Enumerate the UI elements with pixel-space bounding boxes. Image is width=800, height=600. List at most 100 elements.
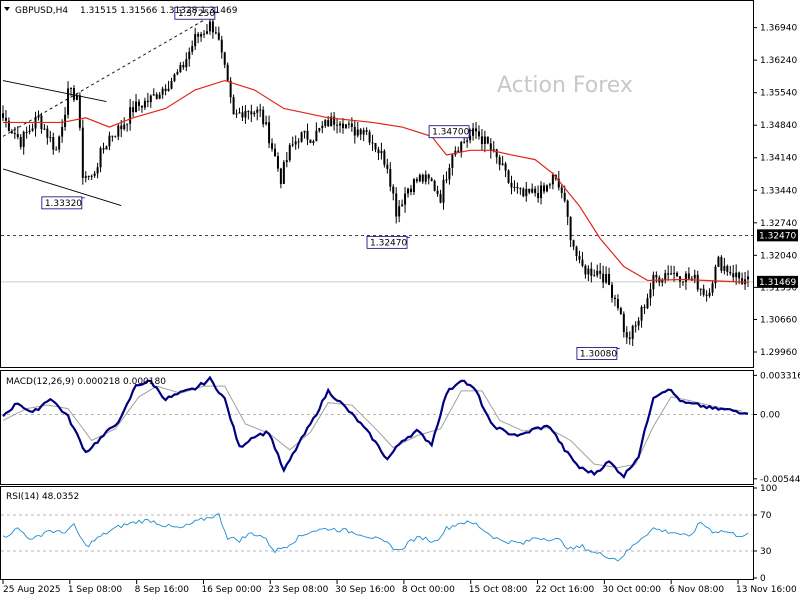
candle-body [235, 113, 238, 115]
hline-price-tag [757, 229, 798, 242]
x-tick-label: 6 Nov 08:00 [669, 585, 724, 595]
candle-body [448, 167, 451, 180]
candle-body [747, 276, 749, 280]
candle-body [525, 188, 528, 197]
candle-body [578, 256, 581, 260]
candle-body [714, 266, 717, 284]
candle-body [55, 149, 58, 151]
candle-body [507, 170, 510, 183]
candle-body [135, 101, 138, 113]
candle-body [404, 193, 407, 205]
candle-body [436, 190, 439, 195]
candle-body [226, 64, 229, 81]
rsi-layer [1, 512, 753, 562]
candle-body [741, 278, 744, 285]
candle-body [451, 154, 454, 168]
candle-body [424, 174, 427, 182]
candle-body [563, 192, 566, 201]
x-tick-label: 30 Sep 16:00 [335, 585, 395, 595]
candle-body [380, 150, 383, 154]
candle-body [726, 265, 729, 272]
symbol-label: GBPUSD,H4 [15, 6, 68, 16]
candle-body [643, 306, 646, 309]
candle-body [19, 137, 22, 147]
candle-body [545, 185, 548, 192]
candle-body [155, 94, 158, 99]
candle-body [268, 122, 271, 144]
price-annotation: 1.32470 [366, 235, 411, 249]
candle-body [575, 246, 578, 257]
candle-body [711, 283, 714, 293]
candle-body [616, 299, 619, 309]
x-tick-label: 1 Sep 08:00 [68, 585, 123, 595]
candle-body [105, 146, 108, 150]
y-tick-label: 1.36940 [760, 24, 797, 34]
rsi-line [2, 512, 749, 562]
annotation-box [41, 196, 83, 210]
candle-body [256, 109, 259, 113]
candle-body [409, 188, 412, 193]
candle-body [587, 268, 590, 275]
x-tick-label: 25 Aug 2025 [3, 585, 61, 595]
candle-body [220, 39, 223, 53]
candle-body [383, 150, 386, 165]
candle-body [164, 88, 167, 91]
macd-panel [0, 370, 754, 485]
y-tick-label: 1.34840 [760, 121, 797, 131]
ohlc-values: 1.31515 1.31566 1.31328 1.31469 [80, 6, 238, 16]
candle-body [634, 325, 637, 327]
candle-body [548, 184, 551, 186]
candle-body [528, 188, 531, 193]
candle-body [327, 120, 330, 127]
candle-body [593, 275, 596, 277]
candle-body [681, 281, 684, 283]
y-tick-label: 1.36240 [760, 56, 797, 66]
candle-body [572, 240, 575, 247]
candle-body [637, 320, 640, 326]
collapse-triangle-icon[interactable] [4, 7, 10, 11]
annotation-text: 1.33320 [45, 199, 82, 209]
candle-body [211, 21, 214, 33]
candle-body [407, 188, 410, 194]
y-tick-label: 1.35540 [760, 89, 797, 99]
candle-body [522, 188, 525, 197]
candle-body [729, 271, 732, 274]
candle-body [720, 256, 723, 271]
candle-body [102, 148, 105, 150]
candle-body [389, 168, 392, 187]
candle-body [605, 274, 608, 283]
candle-body [359, 129, 362, 135]
candle-body [466, 140, 469, 142]
candle-body [64, 114, 67, 127]
x-tick-label: 8 Oct 00:00 [402, 585, 455, 595]
candle-body [569, 216, 572, 241]
macd-main-line [2, 375, 749, 479]
annotation-box [366, 235, 408, 249]
candle-body [152, 94, 155, 96]
candle-body [285, 160, 288, 163]
candle-body [516, 186, 519, 189]
candle-body [87, 175, 90, 177]
candle-body [540, 185, 543, 199]
candle-body [108, 135, 111, 147]
candle-body [708, 292, 711, 296]
candle-body [137, 101, 140, 106]
candle-body [504, 163, 507, 171]
candle-body [356, 129, 359, 136]
price-annotation: 1.37250 [174, 6, 218, 20]
candle-body [259, 109, 262, 111]
y-tick-label: 1.29960 [760, 348, 797, 358]
price-panel [0, 0, 754, 368]
candle-body [34, 117, 37, 129]
candle-body [16, 134, 19, 138]
candle-body [489, 143, 492, 151]
candle-body [655, 274, 658, 278]
candle-body [702, 288, 705, 295]
candle-body [120, 125, 123, 130]
candle-body [684, 273, 687, 282]
axis-layer: 1.36940 1.36240 1.35540 1.34840 1.34140 1.334… [2, 24, 800, 595]
candle-body [81, 127, 84, 178]
trendline [2, 12, 217, 137]
candle-body [4, 117, 7, 121]
